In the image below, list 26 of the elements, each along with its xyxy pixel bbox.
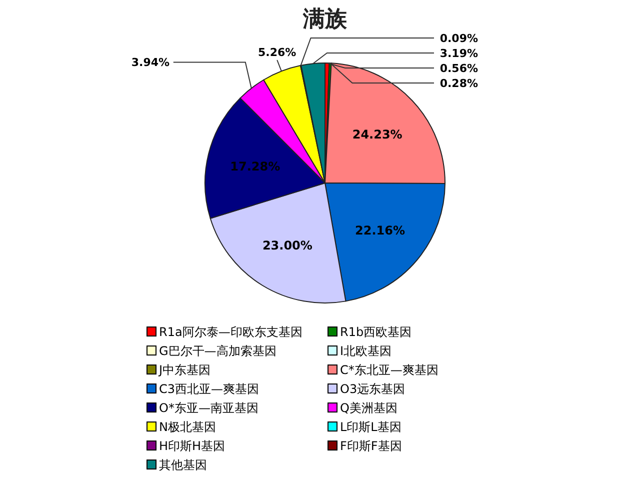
legend-label: C*东北亚—爽基因 — [340, 363, 438, 377]
data-label: 3.19% — [440, 47, 478, 60]
legend-label: R1b西欧基因 — [340, 325, 412, 339]
data-label: 0.09% — [440, 32, 478, 45]
data-label: 3.94% — [131, 56, 170, 70]
legend-label: O3远东基因 — [340, 382, 406, 396]
legend-label: J中东基因 — [158, 363, 211, 377]
legend-label: C3西北亚—爽基因 — [159, 382, 260, 396]
legend-label: H印斯H基因 — [159, 439, 226, 453]
legend-label: R1a阿尔泰—印欧东支基因 — [159, 325, 302, 339]
legend-label: F印斯F基因 — [340, 439, 402, 453]
legend-label: N极北基因 — [159, 420, 216, 434]
data-label: 23.00% — [262, 238, 312, 252]
legend-label: G巴尔干—高加索基因 — [159, 344, 276, 358]
chart-title: 满族 — [302, 7, 348, 32]
data-label: 24.23% — [352, 128, 402, 142]
legend-label: O*东亚—南亚基因 — [159, 401, 258, 415]
data-label: 0.56% — [440, 62, 478, 75]
data-label: 17.28% — [230, 160, 280, 174]
legend-label: L印斯L基因 — [340, 420, 402, 434]
legend-label: I北欧基因 — [340, 344, 392, 358]
data-label: 0.28% — [440, 77, 478, 90]
legend-label: 其他基因 — [159, 458, 207, 472]
data-label: 22.16% — [355, 223, 406, 238]
data-label: 5.26% — [258, 46, 296, 59]
legend-label: Q美洲基因 — [340, 401, 398, 415]
